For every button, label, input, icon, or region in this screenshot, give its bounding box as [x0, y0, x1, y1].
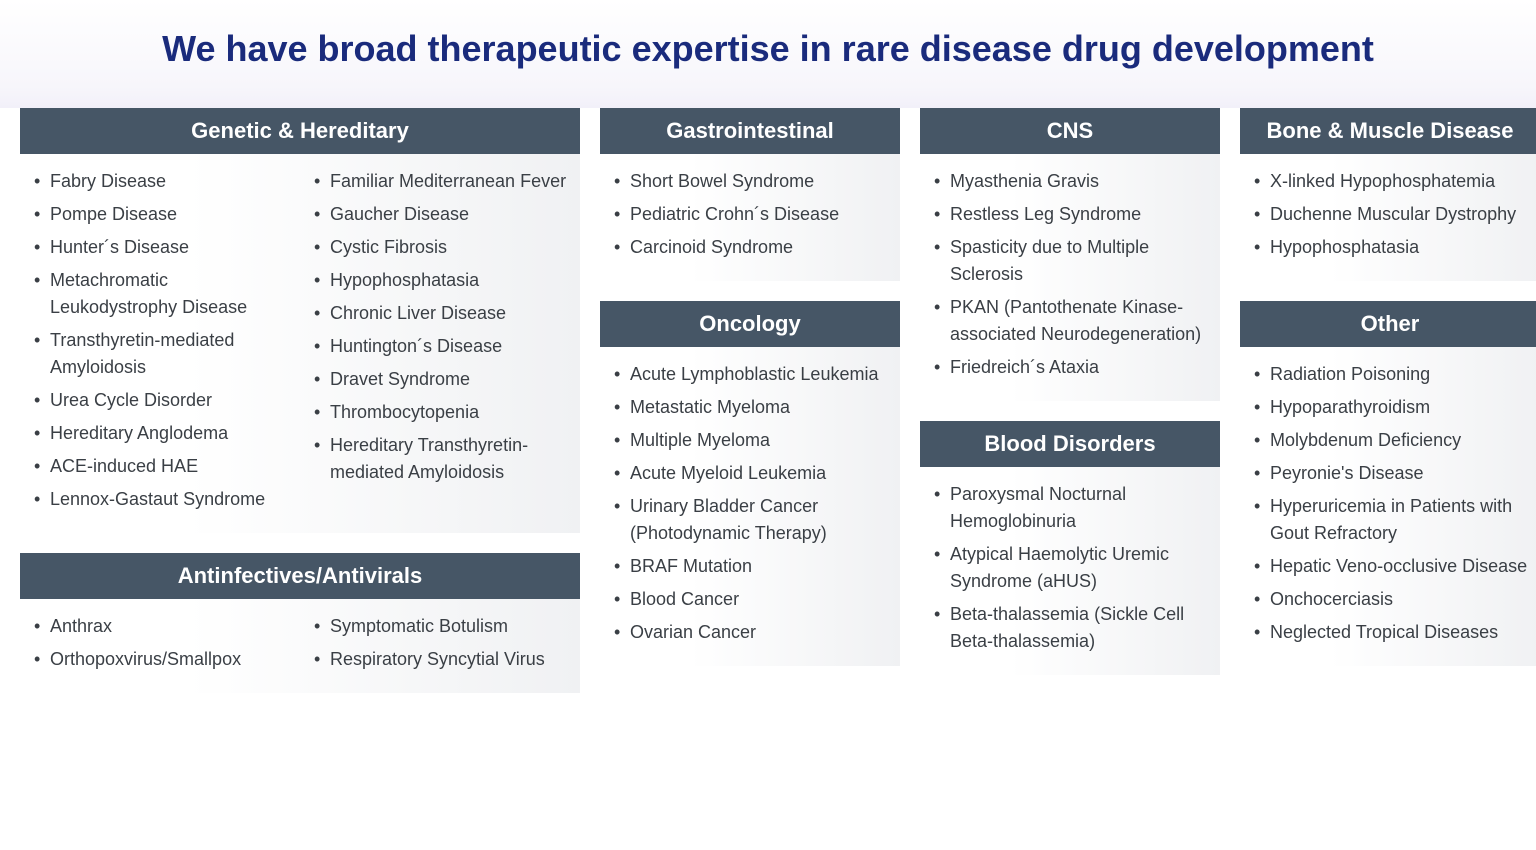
bone-list: X-linked Hypophosphatemia Duchenne Muscul…: [1248, 168, 1532, 261]
genetic-list-right: Familiar Mediterranean Fever Gaucher Dise…: [308, 168, 572, 519]
panel-body-blood: Paroxysmal Nocturnal Hemoglobinuria Atypi…: [920, 467, 1220, 675]
list-item: Pediatric Crohn´s Disease: [614, 201, 892, 228]
list-item: Carcinoid Syndrome: [614, 234, 892, 261]
list-item: Dravet Syndrome: [314, 366, 572, 393]
list-item: Short Bowel Syndrome: [614, 168, 892, 195]
antinfectives-list-right: Symptomatic Botulism Respiratory Syncytia…: [308, 613, 572, 679]
list-item: Peyronie's Disease: [1254, 460, 1532, 487]
panel-header-blood: Blood Disorders: [920, 421, 1220, 467]
list-item: Symptomatic Botulism: [314, 613, 572, 640]
list-item: Pompe Disease: [34, 201, 292, 228]
list-item: Radiation Poisoning: [1254, 361, 1532, 388]
list-item: Paroxysmal Nocturnal Hemoglobinuria: [934, 481, 1212, 535]
list-item: Urinary Bladder Cancer (Photodynamic The…: [614, 493, 892, 547]
list-item: Spasticity due to Multiple Sclerosis: [934, 234, 1212, 288]
panel-body-gastro: Short Bowel Syndrome Pediatric Crohn´s Di…: [600, 154, 900, 281]
list-item: Hypoparathyroidism: [1254, 394, 1532, 421]
list-item: Hepatic Veno-occlusive Disease: [1254, 553, 1532, 580]
list-item: Myasthenia Gravis: [934, 168, 1212, 195]
panel-body-other: Radiation Poisoning Hypoparathyroidism Mol…: [1240, 347, 1536, 666]
genetic-list-left: Fabry Disease Pompe Disease Hunter´s Disea…: [28, 168, 292, 519]
panel-bone: Bone & Muscle Disease X-linked Hypophosp…: [1240, 108, 1536, 281]
list-item: Gaucher Disease: [314, 201, 572, 228]
page-title: We have broad therapeutic expertise in r…: [0, 0, 1536, 108]
cns-list: Myasthenia Gravis Restless Leg Syndrome Sp…: [928, 168, 1212, 381]
list-item: Friedreich´s Ataxia: [934, 354, 1212, 381]
gastro-list: Short Bowel Syndrome Pediatric Crohn´s Di…: [608, 168, 892, 261]
panel-body-bone: X-linked Hypophosphatemia Duchenne Muscul…: [1240, 154, 1536, 281]
list-item: ACE-induced HAE: [34, 453, 292, 480]
panel-blood: Blood Disorders Paroxysmal Nocturnal Hem…: [920, 421, 1220, 675]
list-item: Cystic Fibrosis: [314, 234, 572, 261]
panel-gastro: Gastrointestinal Short Bowel Syndrome Ped…: [600, 108, 900, 281]
oncology-list: Acute Lymphoblastic Leukemia Metastatic M…: [608, 361, 892, 646]
list-item: Beta-thalassemia (Sickle Cell Beta-thala…: [934, 601, 1212, 655]
panel-header-other: Other: [1240, 301, 1536, 347]
blood-list: Paroxysmal Nocturnal Hemoglobinuria Atypi…: [928, 481, 1212, 655]
antinfectives-list-left: Anthrax Orthopoxvirus/Smallpox: [28, 613, 292, 679]
list-item: Blood Cancer: [614, 586, 892, 613]
panel-other: Other Radiation Poisoning Hypoparathyroid…: [1240, 301, 1536, 666]
list-item: Thrombocytopenia: [314, 399, 572, 426]
column-1: Genetic & Hereditary Fabry Disease Pompe …: [20, 108, 580, 693]
other-list: Radiation Poisoning Hypoparathyroidism Mol…: [1248, 361, 1532, 646]
list-item: Fabry Disease: [34, 168, 292, 195]
list-item: Acute Lymphoblastic Leukemia: [614, 361, 892, 388]
list-item: Metastatic Myeloma: [614, 394, 892, 421]
list-item: Restless Leg Syndrome: [934, 201, 1212, 228]
list-item: Transthyretin-mediated Amyloidosis: [34, 327, 292, 381]
list-item: Hunter´s Disease: [34, 234, 292, 261]
panel-cns: CNS Myasthenia Gravis Restless Leg Syndro…: [920, 108, 1220, 401]
list-item: Multiple Myeloma: [614, 427, 892, 454]
panel-header-bone: Bone & Muscle Disease: [1240, 108, 1536, 154]
panel-header-oncology: Oncology: [600, 301, 900, 347]
list-item: Urea Cycle Disorder: [34, 387, 292, 414]
column-4: Bone & Muscle Disease X-linked Hypophosp…: [1240, 108, 1536, 693]
list-item: Molybdenum Deficiency: [1254, 427, 1532, 454]
list-item: Familiar Mediterranean Fever: [314, 168, 572, 195]
list-item: Acute Myeloid Leukemia: [614, 460, 892, 487]
column-3: CNS Myasthenia Gravis Restless Leg Syndro…: [920, 108, 1220, 693]
panel-header-genetic: Genetic & Hereditary: [20, 108, 580, 154]
list-item: Metachromatic Leukodystrophy Disease: [34, 267, 292, 321]
list-item: Chronic Liver Disease: [314, 300, 572, 327]
panel-header-gastro: Gastrointestinal: [600, 108, 900, 154]
panel-oncology: Oncology Acute Lymphoblastic Leukemia Met…: [600, 301, 900, 666]
list-item: Duchenne Muscular Dystrophy: [1254, 201, 1532, 228]
list-item: Hyperuricemia in Patients with Gout Refr…: [1254, 493, 1532, 547]
panel-antinfectives: Antinfectives/Antivirals Anthrax Orthopox…: [20, 553, 580, 693]
list-item: Hypophosphatasia: [314, 267, 572, 294]
list-item: Anthrax: [34, 613, 292, 640]
panel-body-oncology: Acute Lymphoblastic Leukemia Metastatic M…: [600, 347, 900, 666]
panel-header-cns: CNS: [920, 108, 1220, 154]
list-item: X-linked Hypophosphatemia: [1254, 168, 1532, 195]
panel-header-antinfectives: Antinfectives/Antivirals: [20, 553, 580, 599]
list-item: Neglected Tropical Diseases: [1254, 619, 1532, 646]
column-2: Gastrointestinal Short Bowel Syndrome Ped…: [600, 108, 900, 693]
list-item: Hypophosphatasia: [1254, 234, 1532, 261]
list-item: BRAF Mutation: [614, 553, 892, 580]
panel-body-antinfectives: Anthrax Orthopoxvirus/Smallpox Symptomati…: [20, 599, 580, 693]
list-item: Orthopoxvirus/Smallpox: [34, 646, 292, 673]
list-item: Ovarian Cancer: [614, 619, 892, 646]
list-item: Huntington´s Disease: [314, 333, 572, 360]
panel-body-cns: Myasthenia Gravis Restless Leg Syndrome Sp…: [920, 154, 1220, 401]
list-item: Atypical Haemolytic Uremic Syndrome (aHU…: [934, 541, 1212, 595]
panel-grid: Genetic & Hereditary Fabry Disease Pompe …: [0, 108, 1536, 693]
panel-body-genetic: Fabry Disease Pompe Disease Hunter´s Disea…: [20, 154, 580, 533]
list-item: Hereditary Transthyretin-mediated Amyloi…: [314, 432, 572, 486]
list-item: Onchocerciasis: [1254, 586, 1532, 613]
list-item: PKAN (Pantothenate Kinase-associated Neu…: [934, 294, 1212, 348]
list-item: Lennox-Gastaut Syndrome: [34, 486, 292, 513]
list-item: Respiratory Syncytial Virus: [314, 646, 572, 673]
panel-genetic: Genetic & Hereditary Fabry Disease Pompe …: [20, 108, 580, 533]
list-item: Hereditary Anglodema: [34, 420, 292, 447]
